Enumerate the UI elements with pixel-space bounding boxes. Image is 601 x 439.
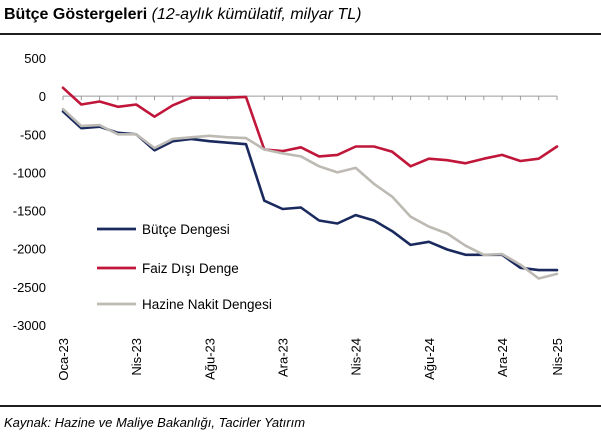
chart-title: Bütçe Göstergeleri (12-aylık kümülatif, … (4, 6, 361, 24)
chart-axes: 500 0 -500 -1000 -1500 -2000 -2500 -3000 Oca-23 N… (13, 51, 565, 381)
legend-label-b-tce-dengesi: Bütçe Dengesi (142, 222, 230, 237)
y-tick-label: -3000 (13, 318, 46, 333)
chart-title-bold: Bütçe Göstergeleri (4, 6, 148, 23)
y-tick-label: 500 (24, 51, 46, 66)
x-tick-label: Ara-23 (276, 338, 291, 377)
x-tick-label: Ağu-23 (202, 338, 217, 380)
y-tick-label: -1500 (13, 204, 46, 219)
x-tick-label: Nis-23 (129, 338, 144, 376)
x-tick-label: Nis-24 (349, 338, 364, 376)
footer-divider (0, 405, 601, 407)
chart-legend: Bütçe Dengesi Faiz Dışı Denge Hazine Nakit… (97, 222, 272, 312)
budget-line-chart: 500 0 -500 -1000 -1500 -2000 -2500 -3000 Oca-23 N… (13, 51, 565, 381)
x-tick-label: Ağu-24 (422, 338, 437, 380)
source-note: Kaynak: Hazine ve Maliye Bakanlığı, Taci… (4, 415, 306, 430)
x-tick-label: Nis-25 (550, 338, 565, 376)
y-tick-label: -500 (20, 127, 46, 142)
series-line-faiz-disi-denge (61, 86, 559, 168)
y-tick-label: -1000 (13, 165, 46, 180)
chart-title-unit: (12-aylık kümülatif, milyar TL) (151, 6, 362, 23)
y-tick-label: -2500 (13, 280, 46, 295)
y-tick-label: -2000 (13, 242, 46, 257)
x-tick-label: Ara-24 (495, 338, 510, 377)
legend-label-faiz-disi-denge: Faiz Dışı Denge (142, 261, 239, 276)
legend-label-hazine-nakit-dengesi: Hazine Nakit Dengesi (142, 297, 272, 312)
chart-series (61, 86, 559, 280)
title-divider (0, 33, 601, 35)
x-tick-label: Oca-23 (56, 338, 71, 381)
y-tick-label: 0 (39, 89, 46, 104)
series-line-hazine-nakit-dengesi (61, 107, 559, 280)
